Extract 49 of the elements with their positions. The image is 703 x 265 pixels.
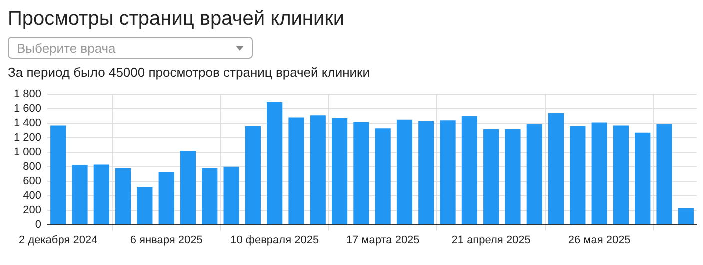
x-tick-label: 6 января 2025 bbox=[130, 234, 203, 246]
bar bbox=[548, 113, 564, 224]
x-tick-label: 21 апреля 2025 bbox=[452, 234, 531, 246]
bar bbox=[526, 124, 542, 224]
bar bbox=[332, 118, 348, 224]
bar bbox=[613, 126, 630, 224]
bar bbox=[462, 116, 478, 224]
bar bbox=[440, 120, 456, 224]
x-tick-label: 2 декабря 2024 bbox=[19, 234, 98, 246]
x-tick-label: 26 мая 2025 bbox=[568, 234, 631, 246]
y-tick-label: 1 600 bbox=[14, 103, 42, 116]
bar bbox=[418, 121, 434, 224]
y-tick-label: 1 000 bbox=[14, 146, 42, 158]
y-tick-label: 200 bbox=[23, 204, 42, 216]
bar bbox=[505, 129, 521, 224]
bar bbox=[245, 126, 261, 224]
bar bbox=[396, 120, 413, 224]
bar bbox=[375, 128, 391, 224]
bar bbox=[635, 132, 651, 224]
x-tick-label: 10 февраля 2025 bbox=[230, 234, 320, 246]
bar bbox=[484, 129, 500, 224]
chart-title: Просмотры страниц врачей клиники bbox=[8, 8, 346, 31]
y-tick-label: 0 bbox=[35, 218, 42, 231]
bar bbox=[137, 187, 153, 224]
bar bbox=[72, 165, 88, 224]
bar bbox=[267, 102, 283, 224]
bar bbox=[180, 151, 196, 224]
bar bbox=[158, 172, 174, 224]
bar bbox=[354, 122, 370, 224]
bar bbox=[202, 168, 218, 224]
y-tick-label: 1 200 bbox=[14, 132, 42, 144]
bar bbox=[94, 164, 110, 224]
bar bbox=[678, 208, 694, 224]
x-tick-label: 17 марта 2025 bbox=[346, 234, 420, 246]
bar bbox=[592, 122, 608, 224]
y-tick-label: 1 400 bbox=[14, 118, 42, 130]
y-tick-label: 1 800 bbox=[14, 88, 42, 101]
bar bbox=[224, 166, 240, 224]
y-tick-label: 600 bbox=[23, 175, 42, 188]
y-tick-label: 400 bbox=[23, 190, 42, 202]
y-tick-label: 800 bbox=[23, 160, 42, 173]
bar bbox=[116, 168, 132, 224]
bar bbox=[50, 126, 66, 224]
chart-subtitle: За период было 45000 просмотров страниц врачей клиники bbox=[8, 65, 371, 80]
dropdown-field: Выберите врача bbox=[8, 37, 253, 59]
bar bbox=[656, 124, 672, 224]
bar bbox=[288, 118, 304, 224]
bar bbox=[570, 126, 586, 224]
bar bbox=[310, 116, 326, 224]
